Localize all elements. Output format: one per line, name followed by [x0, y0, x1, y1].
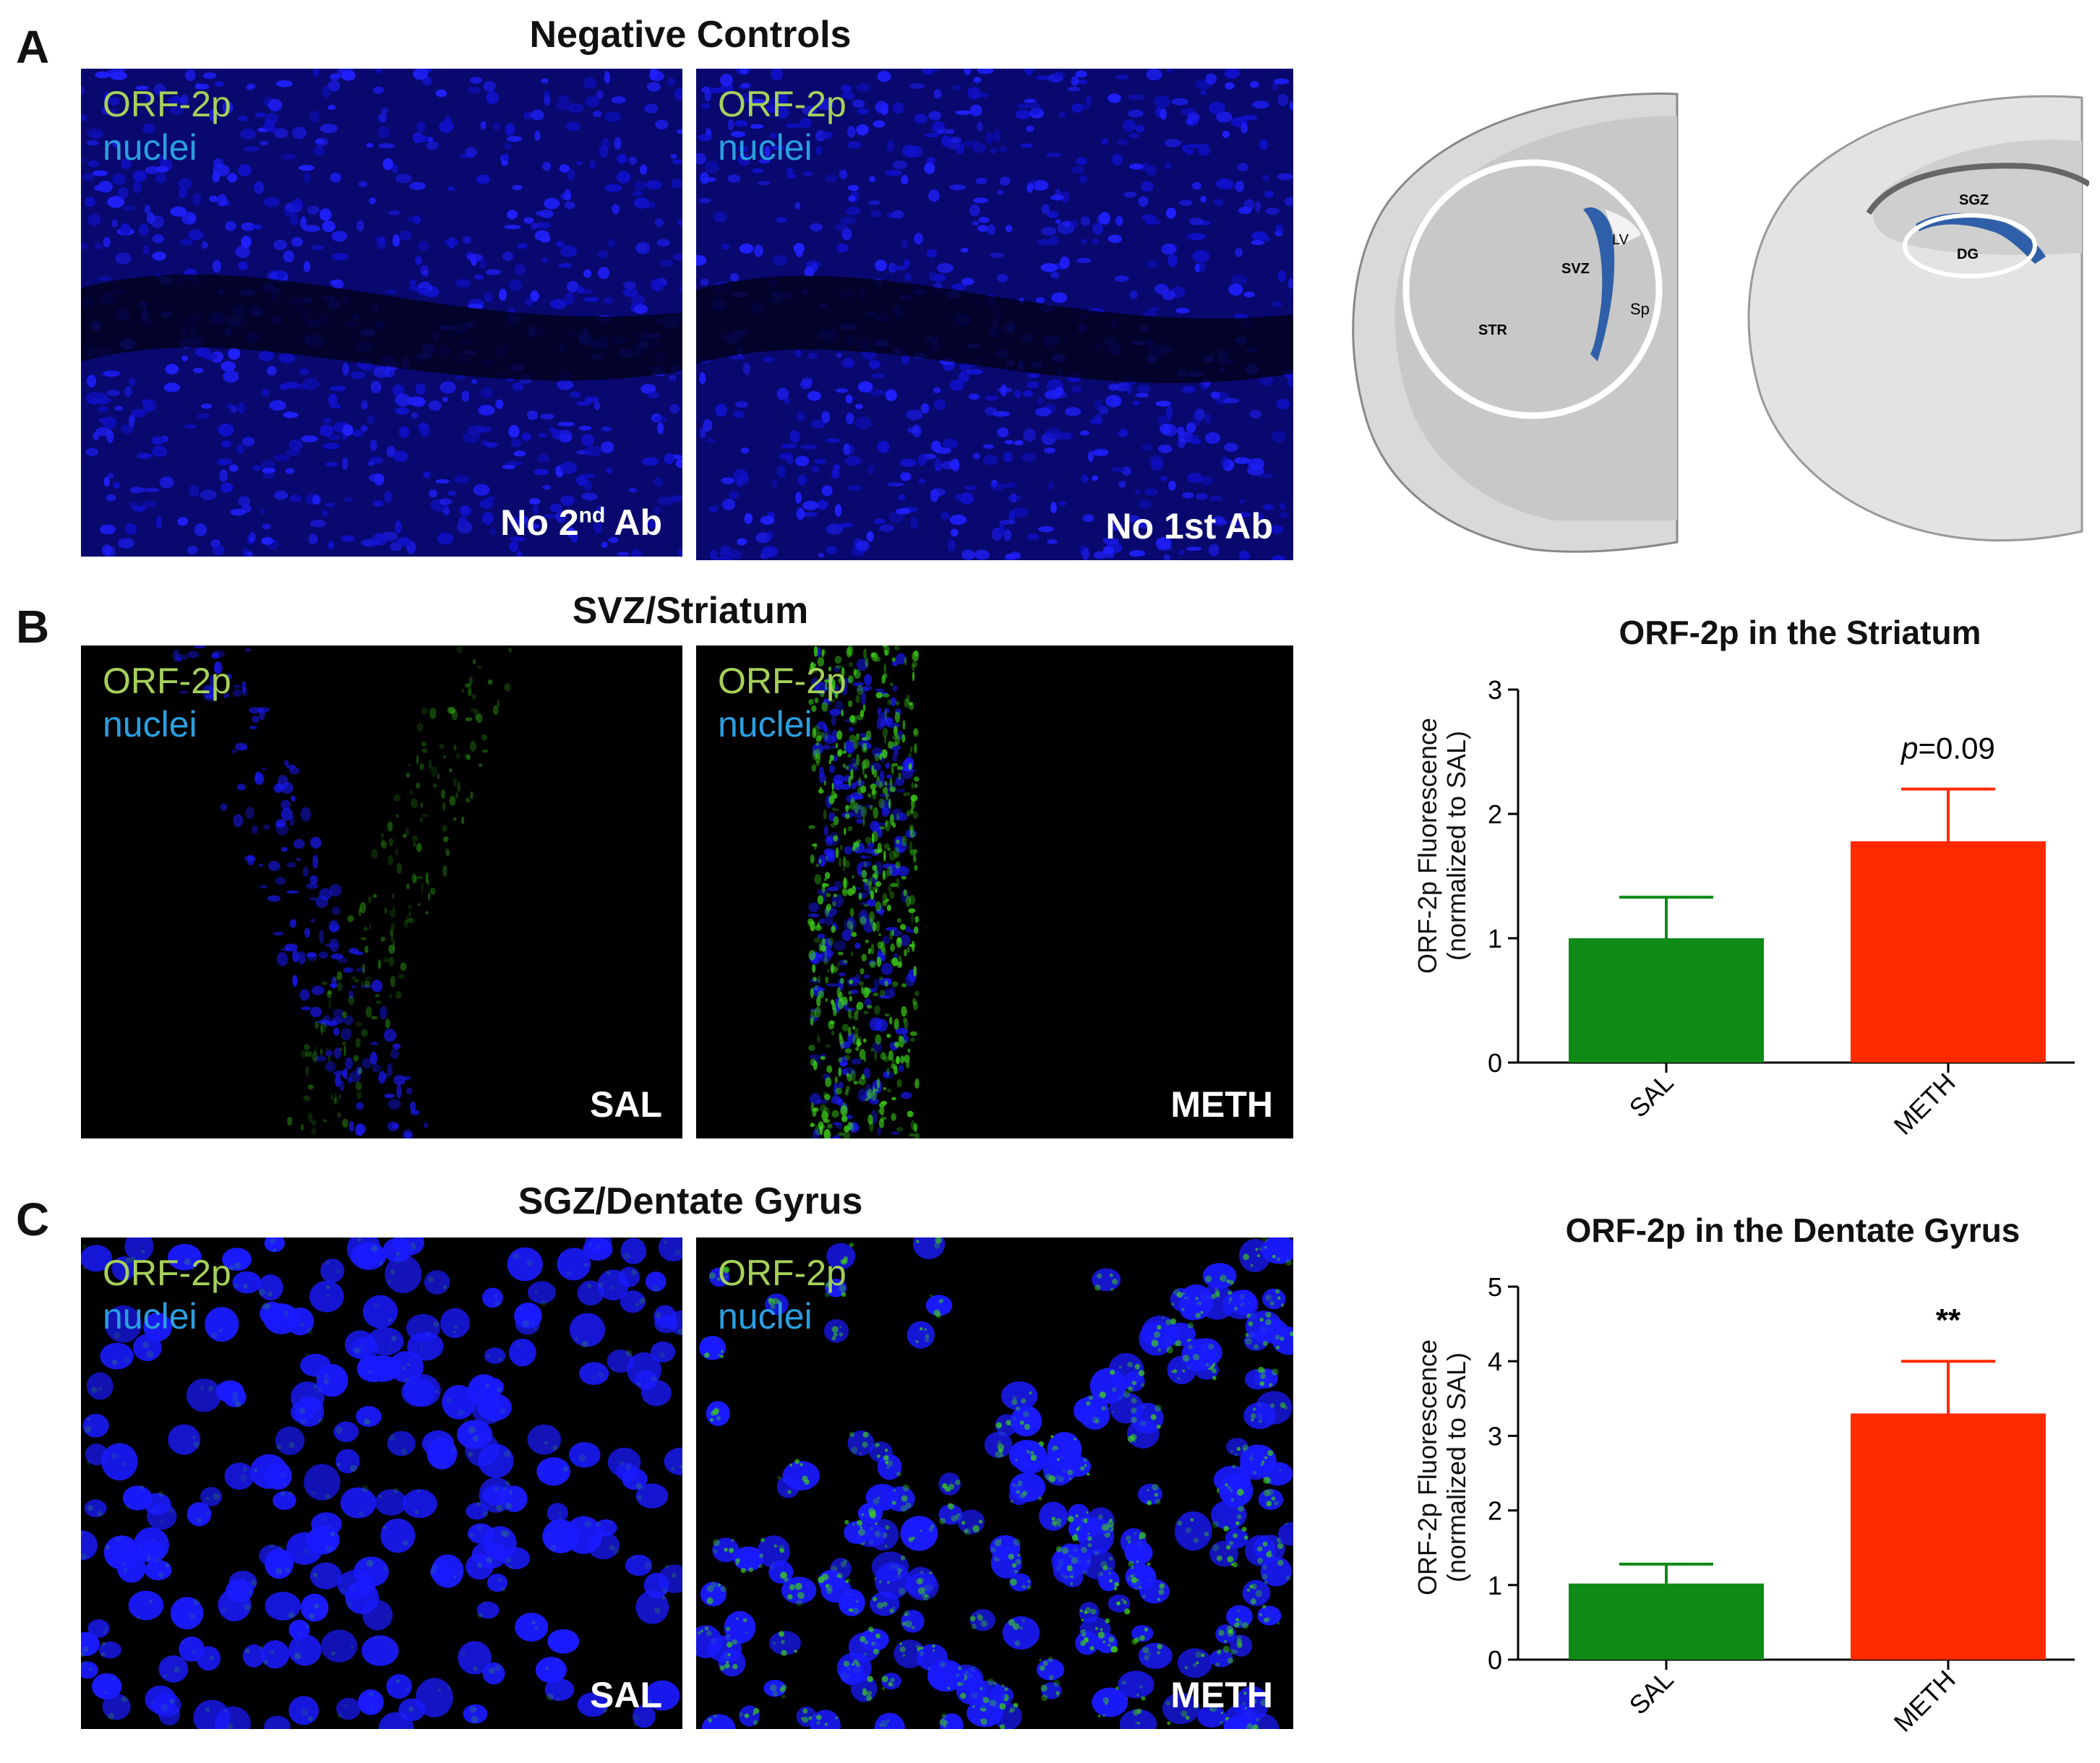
striatum-circle [1402, 159, 1663, 419]
micrograph-no-1st-ab: ORF-2p nuclei No 1st Ab [696, 69, 1293, 560]
atlas-label-sgz: SGZ [1959, 192, 1989, 208]
stain-label-nuclei: nuclei [718, 127, 813, 168]
coronal-section-striatum-illustration: LV SVZ STR Sp [1352, 93, 1679, 553]
y-tick-label: 5 [1488, 1272, 1502, 1302]
coronal-section-hippocampus-illustration: SGZ DG [1747, 95, 2089, 542]
y-tick-label: 4 [1488, 1347, 1502, 1376]
stain-label-orf: ORF-2p [718, 661, 847, 701]
micrograph-texture [81, 1237, 682, 1729]
bar-meth [1851, 1413, 2046, 1660]
panel-letter-a: A [16, 21, 50, 73]
panel-c-title: SGZ/Dentate Gyrus [518, 1180, 863, 1222]
micrograph-texture [172, 645, 513, 1138]
bar-sal [1569, 938, 1764, 1063]
micrograph-dg-sal: ORF-2p nuclei SAL [81, 1237, 682, 1729]
panel-letter-c: C [16, 1193, 50, 1245]
y-tick-label: 1 [1488, 924, 1502, 953]
chart-striatum: 0 1 2 3 SAL METH p=0.09 [1488, 675, 2075, 1141]
stain-label-nuclei: nuclei [718, 1296, 813, 1337]
stain-label-nuclei: nuclei [718, 704, 813, 745]
stain-label-orf: ORF-2p [103, 1253, 231, 1293]
panel-a-title: Negative Controls [529, 14, 852, 56]
atlas-label-dg: DG [1957, 246, 1979, 262]
micrograph-texture [81, 69, 682, 557]
atlas-label-svz: SVZ [1561, 261, 1590, 277]
atlas-label-str: STR [1478, 322, 1508, 338]
stain-label-orf: ORF-2p [718, 84, 847, 124]
chart-striatum-title: ORF-2p in the Striatum [1619, 614, 1981, 651]
micrograph-texture [696, 1237, 1293, 1729]
y-tick-label: 2 [1488, 799, 1502, 829]
micrograph-no-2nd-ab: ORF-2p nuclei No 2nd Ab [81, 69, 682, 557]
x-tick-label: SAL [1624, 1068, 1679, 1123]
micrograph-texture [696, 69, 1293, 560]
y-tick-label: 0 [1488, 1048, 1502, 1078]
image-caption: METH [1170, 1675, 1273, 1715]
micrograph-svz-sal: ORF-2p nuclei SAL [81, 645, 682, 1138]
stain-label-orf: ORF-2p [103, 84, 231, 124]
stain-label-nuclei: nuclei [103, 1296, 197, 1337]
dentate-gyrus-circle [1903, 213, 2037, 278]
atlas-label-lv: LV [1612, 232, 1629, 248]
y-tick-label: 1 [1488, 1571, 1502, 1600]
x-tick-label: METH [1888, 1665, 1961, 1738]
stain-label-nuclei: nuclei [103, 127, 197, 168]
image-caption: SAL [590, 1084, 662, 1125]
significance-annotation: p=0.09 [1900, 732, 1995, 765]
x-tick-label: SAL [1624, 1665, 1679, 1720]
y-tick-label: 0 [1488, 1645, 1502, 1675]
chart-dentate-title: ORF-2p in the Dentate Gyrus [1565, 1211, 2020, 1249]
significance-annotation: ** [1936, 1303, 1961, 1338]
stain-label-orf: ORF-2p [718, 1253, 847, 1293]
bar-meth [1851, 841, 2046, 1063]
image-caption: No 1st Ab [1105, 506, 1274, 546]
micrograph-svz-meth: ORF-2p nuclei METH [696, 645, 1293, 1138]
stain-label-orf: ORF-2p [103, 661, 231, 701]
atlas-label-sp: Sp [1630, 300, 1650, 318]
image-caption: SAL [590, 1675, 662, 1715]
image-caption: No 2nd Ab [500, 502, 662, 543]
image-caption: METH [1170, 1084, 1273, 1125]
panel-b-title: SVZ/Striatum [572, 590, 809, 632]
y-tick-label: 3 [1488, 1421, 1502, 1451]
panel-letter-b: B [16, 601, 50, 653]
y-tick-label: 2 [1488, 1496, 1502, 1526]
stain-label-nuclei: nuclei [103, 704, 197, 745]
bar-sal [1569, 1583, 1764, 1660]
x-tick-label: METH [1888, 1068, 1961, 1141]
micrograph-dg-meth: ORF-2p nuclei METH [696, 1237, 1293, 1729]
chart-dentate: 0 1 2 3 4 5 SAL METH ** [1488, 1272, 2075, 1738]
micrograph-texture [807, 645, 920, 1138]
y-tick-label: 3 [1488, 675, 1502, 705]
